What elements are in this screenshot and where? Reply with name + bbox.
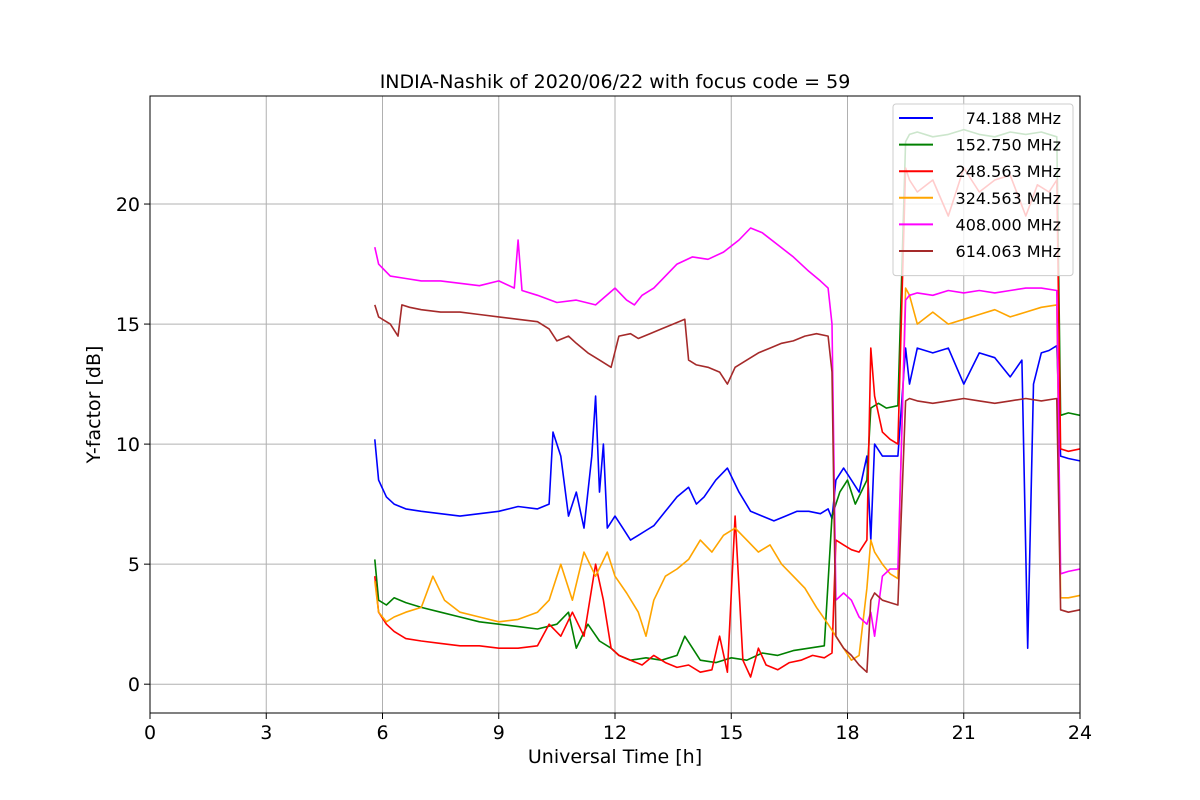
chart-title: INDIA-Nashik of 2020/06/22 with focus co…	[380, 71, 851, 93]
x-tick-label: 0	[144, 722, 156, 744]
legend: 74.188 MHz 152.750 MHz 248.563 MHz 324.563 …	[892, 103, 1074, 277]
legend-label-2: 152.750 MHz	[956, 136, 1061, 155]
legend-box	[892, 103, 1074, 277]
legend-label-5: 408.000 MHz	[956, 215, 1061, 234]
tick-layer: 0 3 6 9 12 15 18 21 24 0 5 10 15 20	[116, 194, 1092, 744]
x-tick-label: 3	[260, 722, 272, 744]
x-tick-label: 15	[719, 722, 743, 744]
series-line-1	[374, 344, 1080, 649]
legend-label-4: 324.563 MHz	[956, 189, 1061, 208]
series-line-4	[374, 287, 1080, 661]
x-tick-label: 24	[1068, 722, 1092, 744]
y-tick-label: 0	[128, 674, 140, 696]
series-line-6	[374, 304, 1080, 673]
series-line-5	[374, 227, 1080, 637]
y-tick-label: 15	[116, 314, 140, 336]
x-tick-label: 9	[493, 722, 505, 744]
x-tick-label: 18	[835, 722, 859, 744]
x-tick-label: 6	[376, 722, 388, 744]
x-tick-label: 21	[952, 722, 976, 744]
x-tick-label: 12	[603, 722, 627, 744]
y-axis-label: Y-factor [dB]	[83, 346, 105, 465]
y-tick-label: 10	[116, 434, 140, 456]
y-tick-label: 20	[116, 194, 140, 216]
legend-label-1: 74.188 MHz	[966, 109, 1061, 128]
x-axis-label: Universal Time [h]	[528, 746, 702, 768]
legend-label-3: 248.563 MHz	[956, 162, 1061, 181]
y-tick-label: 5	[128, 554, 140, 576]
legend-label-6: 614.063 MHz	[956, 242, 1061, 261]
